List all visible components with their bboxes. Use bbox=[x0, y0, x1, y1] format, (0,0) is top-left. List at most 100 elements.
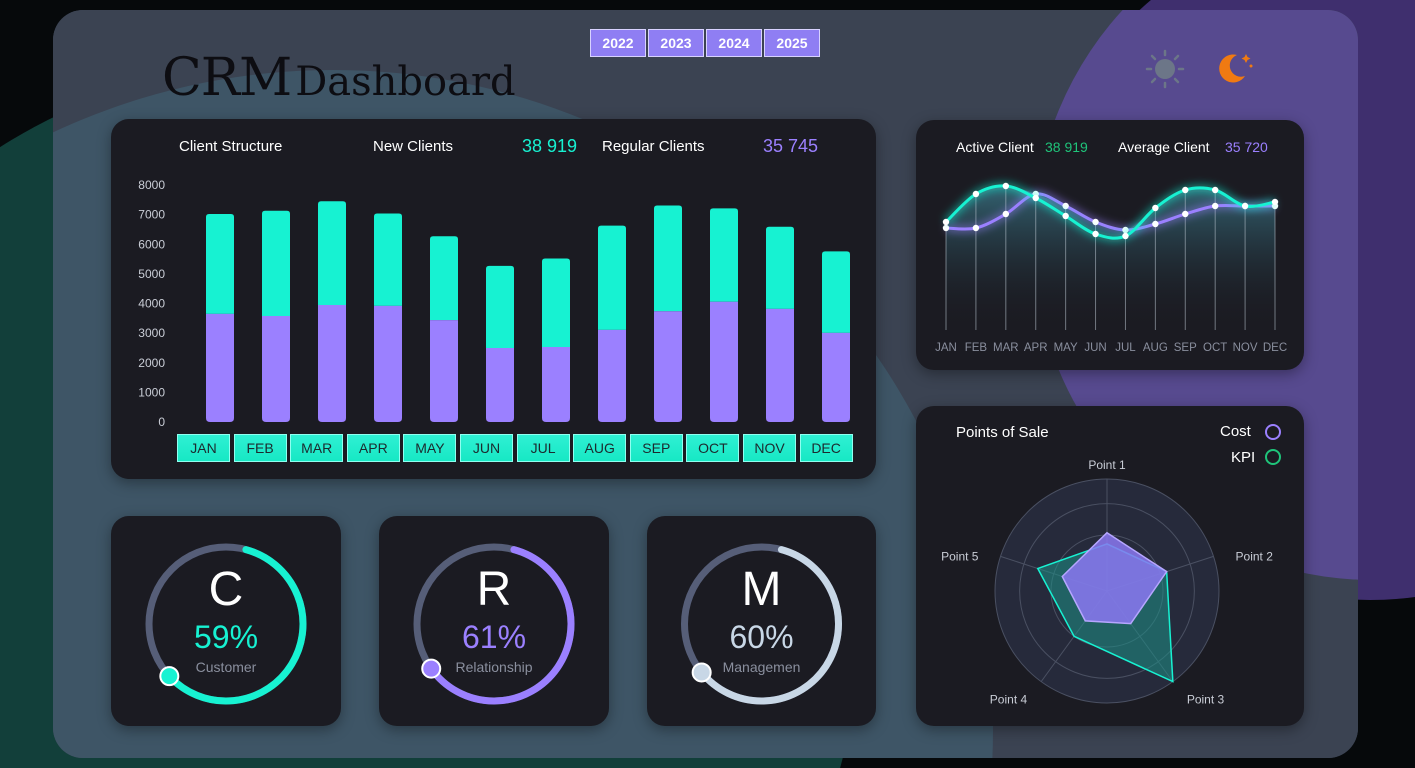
points-of-sale-title: Points of Sale bbox=[956, 424, 1049, 441]
bar-new-clients bbox=[486, 266, 514, 348]
regular-clients-label: Regular Clients bbox=[602, 138, 705, 155]
month-label: APR bbox=[347, 434, 400, 462]
bar-new-clients bbox=[430, 236, 458, 320]
bar-regular-clients bbox=[318, 305, 346, 422]
x-tick-label: AUG bbox=[1143, 342, 1168, 354]
client-structure-bar-chart: 0 1000 2000 3000 4000 5000 6000 7000 8000 bbox=[111, 119, 876, 479]
bar-regular-clients bbox=[710, 302, 738, 422]
data-point bbox=[973, 225, 979, 231]
bar-regular-clients bbox=[374, 306, 402, 422]
radar-axis-label: Point 3 bbox=[1187, 693, 1225, 707]
sun-icon[interactable] bbox=[1147, 51, 1183, 87]
year-button-2024[interactable]: 2024 bbox=[706, 29, 762, 57]
legend-kpi-marker bbox=[1266, 450, 1280, 464]
y-tick-label: 0 bbox=[158, 415, 165, 429]
data-point bbox=[1212, 187, 1218, 193]
bar-new-clients bbox=[318, 201, 346, 305]
bar-new-clients bbox=[262, 211, 290, 316]
y-tick-label: 7000 bbox=[138, 208, 165, 222]
bar-new-clients bbox=[206, 214, 234, 314]
bar-new-clients bbox=[766, 227, 794, 309]
month-label: JUN bbox=[460, 434, 513, 462]
y-tick-label: 4000 bbox=[138, 297, 165, 311]
client-activity-line-chart: JAN FEB MAR APR MAY JUN JUL AUG SEP OCT NOV DEC bbox=[916, 120, 1304, 370]
y-tick-label: 5000 bbox=[138, 267, 165, 281]
month-label: SEP bbox=[630, 434, 683, 462]
legend-cost-marker bbox=[1266, 425, 1280, 439]
month-label: MAR bbox=[290, 434, 343, 462]
gauge-label-relationship: Relationship bbox=[379, 659, 609, 675]
page-title: CRM Dashboard bbox=[162, 48, 516, 108]
data-point bbox=[1092, 231, 1098, 237]
bar-regular-clients bbox=[542, 347, 570, 422]
data-point bbox=[1242, 203, 1248, 209]
bar-new-clients bbox=[654, 205, 682, 311]
data-point bbox=[943, 225, 949, 231]
data-point bbox=[973, 191, 979, 197]
bar-new-clients bbox=[542, 258, 570, 347]
month-label: AUG bbox=[573, 434, 626, 462]
data-point bbox=[1212, 203, 1218, 209]
year-button-2022[interactable]: 2022 bbox=[590, 29, 646, 57]
active-client-label: Active Client bbox=[956, 139, 1034, 155]
data-point bbox=[1182, 211, 1188, 217]
gauge-percent-customer: 59% bbox=[111, 619, 341, 656]
gauge-label-customer: Customer bbox=[111, 659, 341, 675]
data-point bbox=[1092, 219, 1098, 225]
month-label: OCT bbox=[686, 434, 739, 462]
year-button-2023[interactable]: 2023 bbox=[648, 29, 704, 57]
data-point bbox=[1003, 211, 1009, 217]
gauge-letter-r: R bbox=[379, 562, 609, 617]
new-clients-value: 38 919 bbox=[522, 136, 577, 157]
client-structure-title: Client Structure bbox=[179, 138, 282, 155]
data-point bbox=[1062, 203, 1068, 209]
y-tick-label: 2000 bbox=[138, 356, 165, 370]
y-tick-label: 6000 bbox=[138, 237, 165, 251]
x-tick-label: JUN bbox=[1084, 342, 1106, 354]
bar-regular-clients bbox=[598, 330, 626, 422]
points-of-sale-panel: Point 1 Point 2 Point 3 Point 4 Point 5 Poin… bbox=[916, 406, 1304, 726]
bar-regular-clients bbox=[262, 316, 290, 422]
gauge-letter-m: M bbox=[647, 562, 876, 617]
bar-regular-clients bbox=[654, 311, 682, 422]
y-tick-label: 1000 bbox=[138, 385, 165, 399]
x-tick-label: SEP bbox=[1174, 342, 1197, 354]
bar-new-clients bbox=[374, 213, 402, 305]
legend-kpi-label: KPI bbox=[1231, 449, 1255, 466]
x-tick-label: JAN bbox=[935, 342, 957, 354]
bar-regular-clients bbox=[766, 309, 794, 422]
bar-regular-clients bbox=[822, 333, 850, 422]
average-client-label: Average Client bbox=[1118, 139, 1210, 155]
gauge-card-relationship: R 61% Relationship bbox=[379, 516, 609, 726]
client-structure-panel: 0 1000 2000 3000 4000 5000 6000 7000 8000 Client… bbox=[111, 119, 876, 479]
moon-icon[interactable] bbox=[1219, 54, 1252, 82]
gauge-percent-management: 60% bbox=[647, 619, 876, 656]
y-tick-label: 3000 bbox=[138, 326, 165, 340]
x-tick-label: JUL bbox=[1115, 342, 1136, 354]
data-point bbox=[943, 219, 949, 225]
month-label: JAN bbox=[177, 434, 230, 462]
gauge-label-management: Managemen bbox=[647, 659, 876, 675]
gauge-letter-c: C bbox=[111, 562, 341, 617]
bar-new-clients bbox=[598, 226, 626, 330]
bar-regular-clients bbox=[430, 320, 458, 422]
x-tick-label: MAY bbox=[1054, 342, 1078, 354]
data-point bbox=[1152, 205, 1158, 211]
x-tick-label: FEB bbox=[965, 342, 988, 354]
month-label: NOV bbox=[743, 434, 796, 462]
year-button-2025[interactable]: 2025 bbox=[764, 29, 820, 57]
data-point bbox=[1272, 199, 1278, 205]
data-point bbox=[1062, 213, 1068, 219]
radar-axis-label: Point 1 bbox=[1088, 458, 1126, 472]
radar-axis-label: Point 5 bbox=[941, 549, 979, 563]
bar-new-clients bbox=[822, 251, 850, 332]
page-title-sub: Dashboard bbox=[295, 59, 515, 105]
bar-new-clients bbox=[710, 208, 738, 301]
bar-regular-clients bbox=[486, 348, 514, 422]
client-activity-panel: JAN FEB MAR APR MAY JUN JUL AUG SEP OCT NOV DEC Act… bbox=[916, 120, 1304, 370]
data-point bbox=[1033, 195, 1039, 201]
gauge-card-management: M 60% Managemen bbox=[647, 516, 876, 726]
month-label: JUL bbox=[517, 434, 570, 462]
bar-regular-clients bbox=[206, 314, 234, 422]
active-client-value: 38 919 bbox=[1045, 139, 1088, 155]
